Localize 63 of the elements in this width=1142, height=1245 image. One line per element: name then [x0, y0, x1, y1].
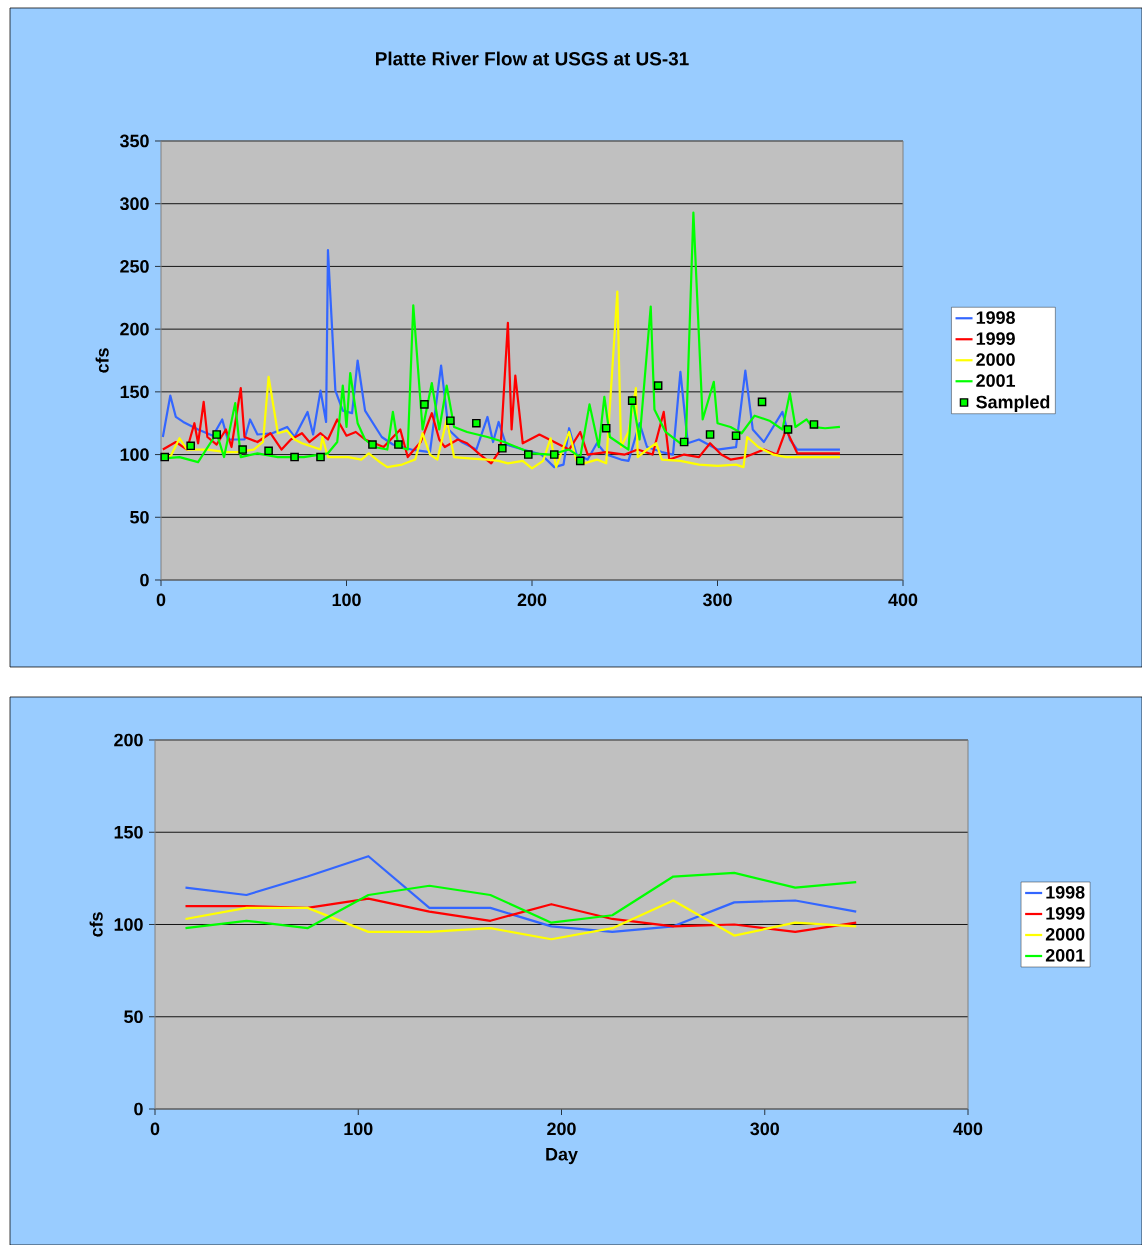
x-tick-label: 200 [517, 593, 547, 607]
point [731, 431, 741, 441]
legend-label: 2000 [1045, 927, 1085, 941]
legend-label: 1999 [976, 332, 1015, 345]
legend-label: 2000 [976, 353, 1015, 366]
point [549, 450, 559, 459]
point [186, 441, 195, 451]
y-tick-label: 200 [120, 322, 149, 336]
x-tick-label: 300 [750, 1122, 779, 1136]
x-tick-label: 0 [150, 1122, 160, 1136]
legend-label: Sampled [976, 395, 1050, 412]
point [653, 381, 663, 390]
x-tick-label: 100 [332, 593, 361, 607]
line-series [184, 855, 858, 933]
point [783, 425, 793, 434]
point [290, 452, 299, 462]
line-series [184, 897, 858, 933]
y-tick-label: 50 [130, 510, 149, 524]
point [420, 400, 429, 409]
chart-title: Platte River Flow at USGS at US-31 [376, 51, 689, 66]
legend-label: 1999 [1046, 906, 1085, 920]
y-tick-label: 50 [124, 1010, 143, 1024]
y-tick-label: 350 [119, 134, 149, 148]
legend-label: 1998 [976, 311, 1015, 324]
point [472, 418, 481, 428]
x-tick-label: 400 [953, 1122, 983, 1136]
y-tick-label: 200 [114, 733, 143, 747]
x-axis-title: Day [546, 1148, 578, 1165]
point [394, 440, 403, 449]
point [212, 430, 221, 439]
point [627, 396, 637, 405]
x-tick-label: 100 [344, 1122, 373, 1136]
x-tick-label: 200 [547, 1122, 576, 1136]
x-tick-label: 400 [888, 593, 918, 607]
y-tick-label: 0 [134, 1102, 143, 1116]
legend-label: 1998 [1046, 885, 1085, 899]
point [575, 456, 585, 466]
point [601, 423, 611, 433]
point [316, 452, 325, 462]
point [238, 445, 247, 454]
y-tick-label: 150 [120, 385, 149, 399]
y-axis-title: cfs [89, 912, 103, 937]
point [705, 430, 715, 439]
point [498, 443, 507, 453]
x-tick-label: 300 [702, 593, 732, 607]
y-tick-label: 100 [114, 918, 143, 931]
line-series [184, 871, 858, 930]
legend-label: 2001 [976, 374, 1016, 387]
y-tick-label: 0 [140, 573, 149, 587]
point [368, 440, 377, 449]
y-tick-label: 250 [120, 260, 149, 273]
point [446, 416, 455, 425]
point [524, 450, 533, 459]
y-tick-label: 150 [114, 825, 143, 839]
point [264, 446, 273, 456]
legend-label: 2001 [1045, 948, 1085, 962]
y-tick-label: 300 [119, 197, 149, 211]
line-series [184, 899, 858, 941]
point [160, 452, 170, 462]
y-tick-label: 100 [120, 448, 149, 461]
y-axis-title: cfs [95, 348, 109, 373]
x-tick-label: 0 [156, 593, 166, 607]
point [809, 420, 819, 429]
